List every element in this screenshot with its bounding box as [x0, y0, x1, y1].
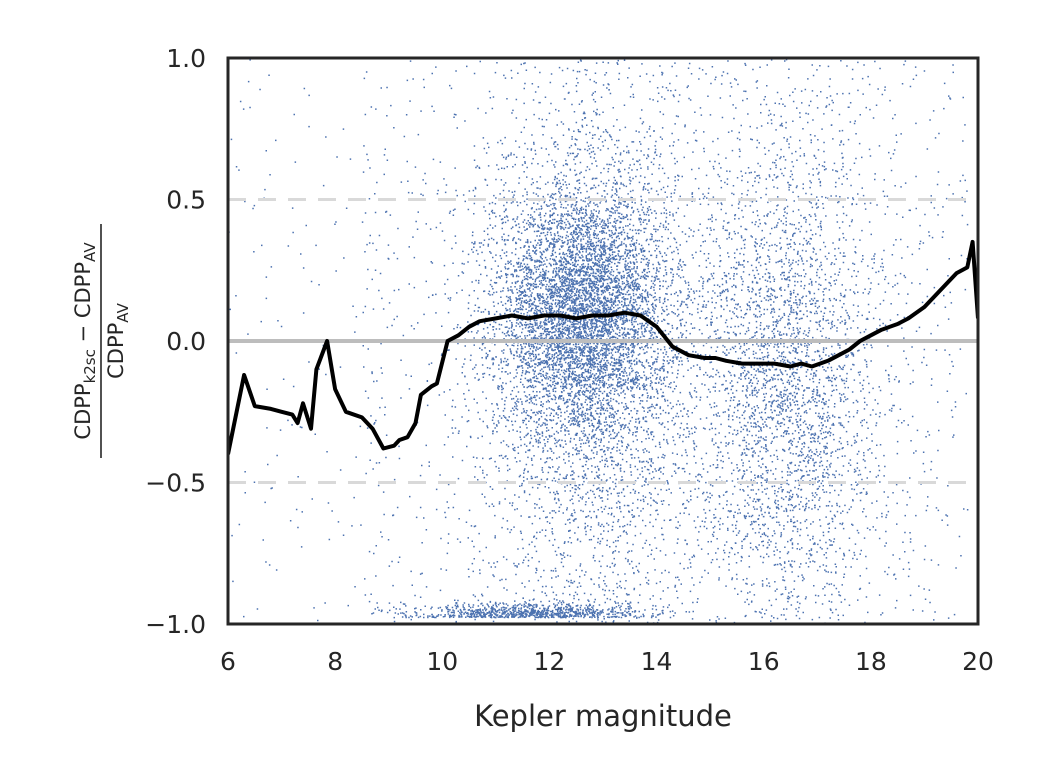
- x-tick-label: 20: [962, 647, 994, 676]
- y-axis-denominator: CDPPAV: [104, 302, 132, 378]
- y-tick-label: 0.0: [166, 327, 206, 356]
- y-tick-label: −0.5: [145, 469, 206, 498]
- x-tick-labels: 6 8 10 12 14 16 18 20: [220, 647, 994, 676]
- running-median-line: [228, 239, 978, 455]
- x-axis-title: Kepler magnitude: [474, 699, 732, 733]
- series-line-0: [228, 239, 978, 455]
- x-tick-label: 10: [426, 647, 458, 676]
- x-tick-label: 18: [855, 647, 887, 676]
- y-tick-label: −1.0: [145, 610, 206, 639]
- x-tick-label: 16: [748, 647, 780, 676]
- x-tick-label: 6: [220, 647, 236, 676]
- x-tick-label: 12: [534, 647, 566, 676]
- y-tick-labels: 1.0 0.5 0.0 −0.5 −1.0: [145, 44, 206, 639]
- y-tick-label: 1.0: [166, 44, 206, 73]
- y-axis-numerator: CDPPk2sc − CDPPAV: [71, 242, 99, 440]
- x-tick-label: 8: [327, 647, 343, 676]
- y-tick-label: 0.5: [166, 186, 206, 215]
- y-axis-title: CDPPk2sc − CDPPAV CDPPAV: [71, 224, 132, 458]
- plot-frame: [226, 56, 980, 626]
- x-tick-label: 14: [641, 647, 673, 676]
- reference-lines: [228, 198, 978, 484]
